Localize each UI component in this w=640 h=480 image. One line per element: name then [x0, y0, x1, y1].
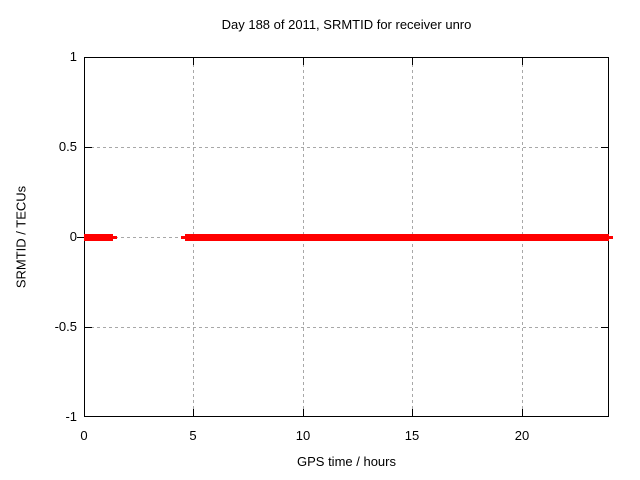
y-tick-mark-right	[601, 147, 608, 148]
data-line-segment	[84, 234, 113, 241]
data-line-cap	[181, 236, 185, 239]
x-tick-mark-bottom	[522, 409, 523, 416]
gridline-horizontal	[85, 327, 608, 328]
y-tick-label: 0.5	[58, 139, 77, 154]
y-zero-outer-tick	[77, 237, 84, 238]
y-tick-label: 0	[69, 229, 77, 244]
y-tick-label: -1	[65, 409, 77, 424]
data-line-cap	[609, 236, 613, 239]
x-tick-label: 10	[295, 428, 311, 443]
x-tick-label: 5	[189, 428, 197, 443]
data-line-segment	[185, 234, 609, 241]
x-tick-mark-top	[193, 58, 194, 65]
y-tick-label: -0.5	[54, 319, 77, 334]
chart-title: Day 188 of 2011, SRMTID for receiver unr…	[221, 17, 472, 32]
y-tick-label: 1	[69, 49, 77, 64]
x-tick-label: 15	[404, 428, 420, 443]
x-tick-mark-bottom	[412, 409, 413, 416]
x-axis-label: GPS time / hours	[297, 454, 396, 469]
x-tick-label: 20	[514, 428, 530, 443]
x-tick-mark-bottom	[303, 409, 304, 416]
x-tick-mark-top	[412, 58, 413, 65]
x-tick-mark-top	[522, 58, 523, 65]
y-tick-mark-right	[601, 327, 608, 328]
x-tick-mark-bottom	[193, 409, 194, 416]
y-tick-mark-left	[85, 147, 92, 148]
x-tick-mark-top	[303, 58, 304, 65]
x-tick-label: 0	[80, 428, 88, 443]
gridline-horizontal	[85, 147, 608, 148]
data-line-cap	[113, 236, 117, 239]
y-tick-mark-left	[85, 327, 92, 328]
